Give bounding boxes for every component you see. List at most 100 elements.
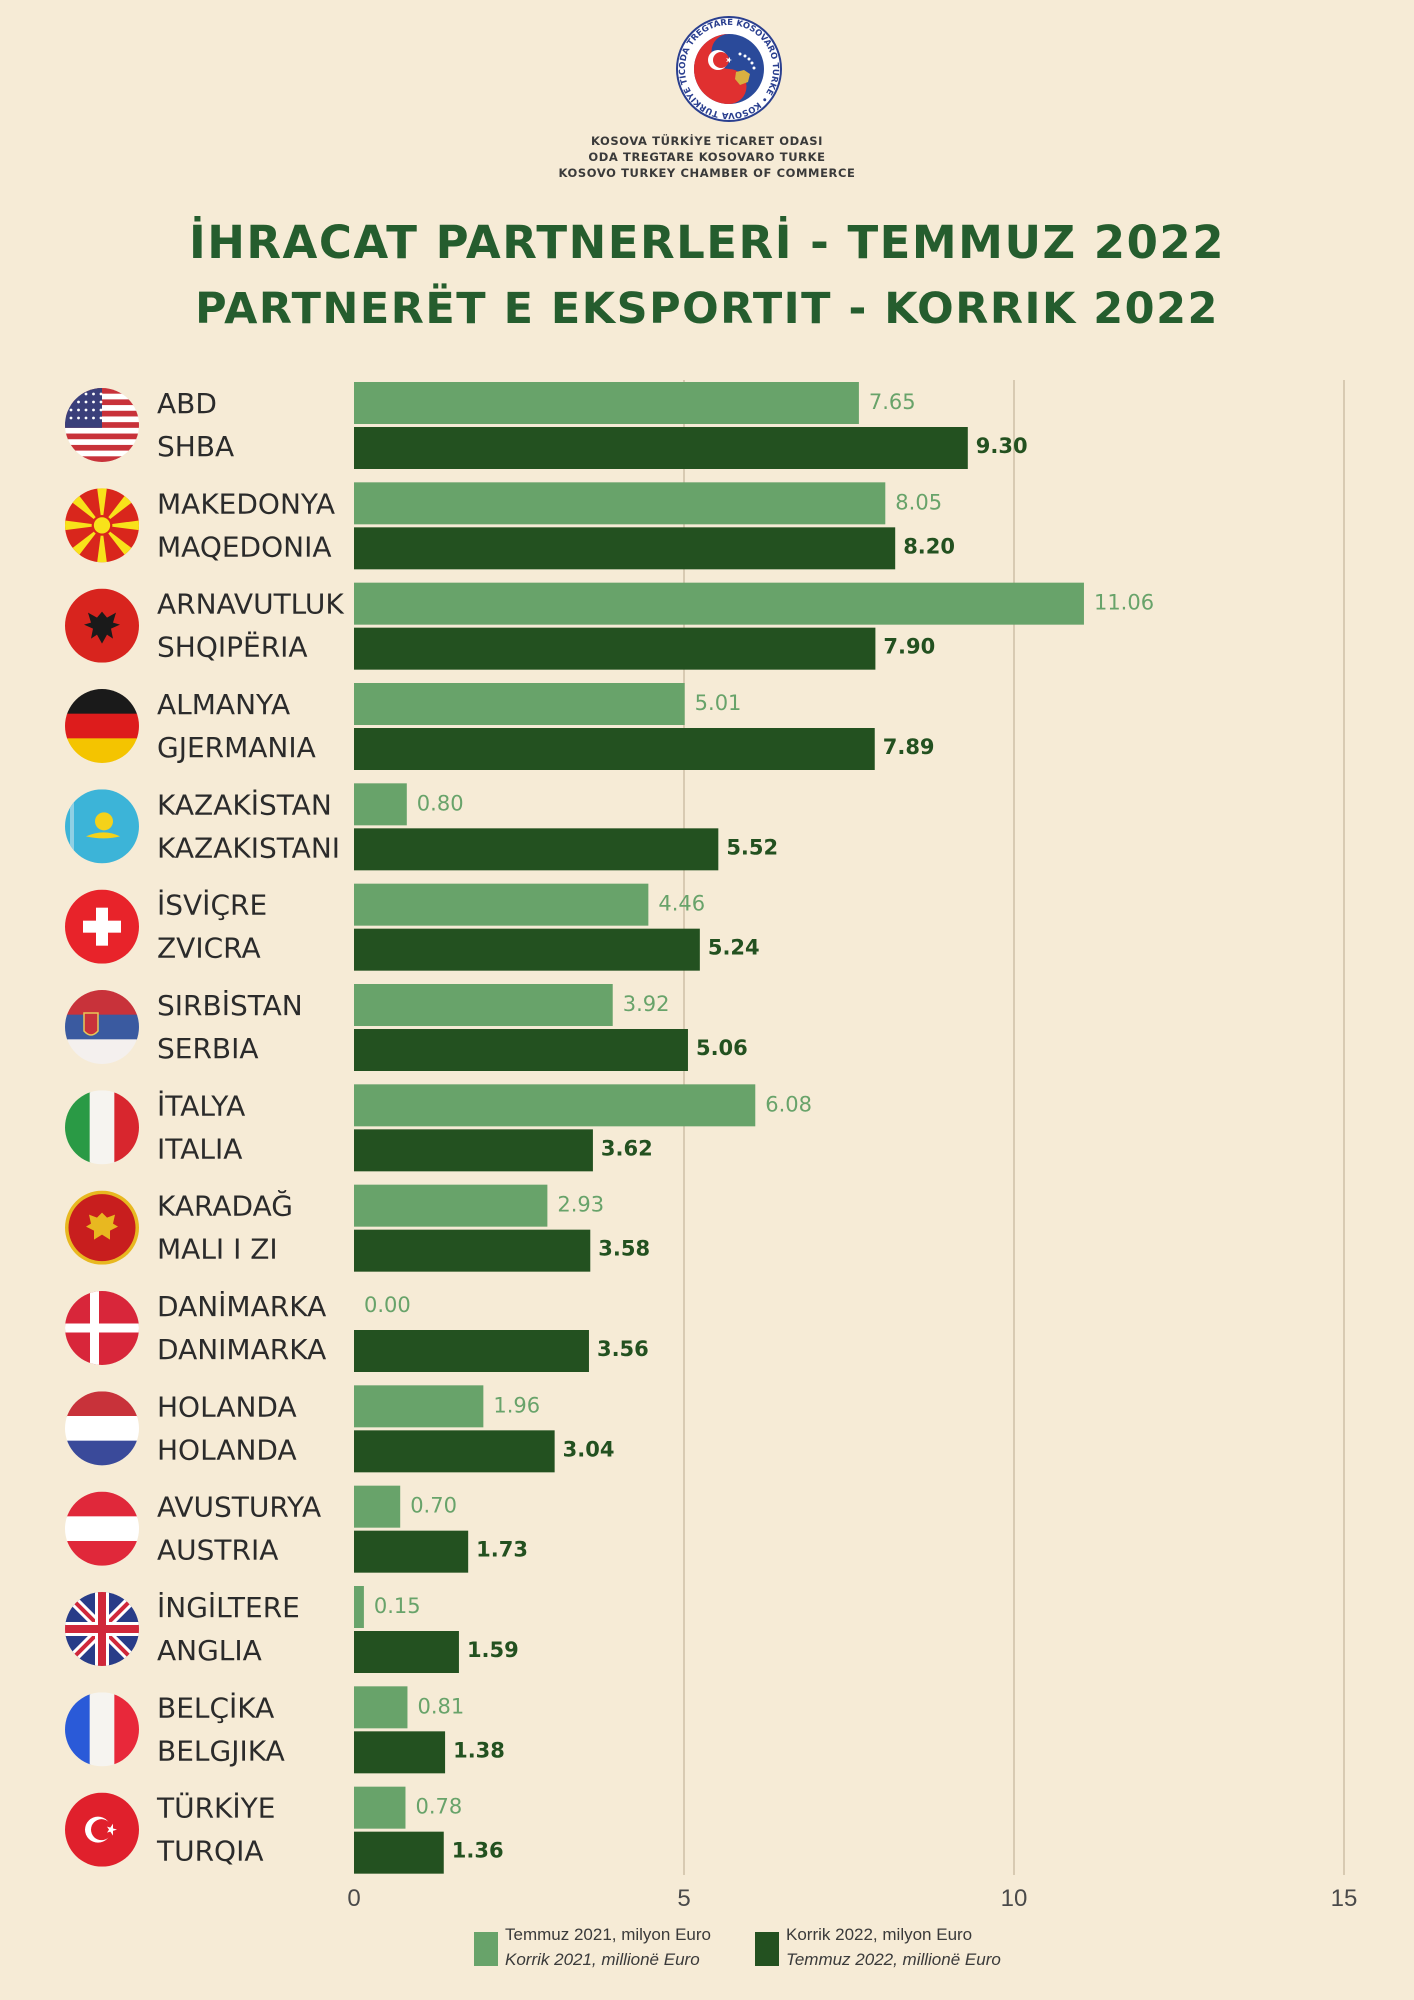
country-name-turkish: ABD xyxy=(157,387,217,420)
legend-2022-line2: Temmuz 2022, millionë Euro xyxy=(786,1950,1001,1969)
country-name-albanian: BELGJIKA xyxy=(157,1734,285,1767)
country-name-turkish: İNGİLTERE xyxy=(157,1591,300,1624)
bar-2021 xyxy=(354,582,1084,625)
albania-flag-icon xyxy=(65,588,139,663)
bar-2021 xyxy=(354,783,407,826)
value-label-2021: 0.80 xyxy=(417,791,464,815)
value-label-2021: 6.08 xyxy=(765,1092,812,1116)
x-tick-label: 10 xyxy=(1001,1885,1028,1912)
value-label-2022: 5.06 xyxy=(696,1036,748,1060)
country-name-albanian: MAQEDONIA xyxy=(157,530,332,563)
bar-2022 xyxy=(354,427,968,469)
bar-2022 xyxy=(354,928,700,971)
country-name-turkish: HOLANDA xyxy=(157,1390,297,1423)
country-name-albanian: AUSTRIA xyxy=(157,1534,278,1567)
org-name-english: KOSOVO TURKEY CHAMBER OF COMMERCE xyxy=(558,166,856,180)
value-label-2022: 3.58 xyxy=(598,1237,650,1261)
bar-2022 xyxy=(354,1831,444,1874)
bar-2022 xyxy=(354,1430,555,1473)
value-label-2022: 1.38 xyxy=(453,1738,505,1762)
bar-2021 xyxy=(354,1686,408,1729)
bar-2022 xyxy=(354,1530,469,1573)
netherlands-flag-icon xyxy=(65,1391,139,1466)
country-name-turkish: AVUSTURYA xyxy=(157,1491,321,1524)
switzerland-flag-icon xyxy=(65,889,139,964)
bar-2021 xyxy=(354,1786,406,1829)
value-label-2022: 5.24 xyxy=(708,936,760,960)
bar-2021 xyxy=(354,1184,548,1227)
country-name-albanian: TURQIA xyxy=(156,1835,264,1868)
value-label-2021: 7.65 xyxy=(869,390,916,414)
x-tick-label: 15 xyxy=(1331,1885,1358,1912)
country-name-turkish: İTALYA xyxy=(157,1089,245,1122)
legend-2021-line2: Korrik 2021, millionë Euro xyxy=(505,1950,700,1969)
bar-2022 xyxy=(354,1631,459,1673)
bar-2021 xyxy=(354,1586,364,1628)
value-label-2022: 3.04 xyxy=(563,1437,615,1461)
value-label-2021: 2.93 xyxy=(557,1193,604,1217)
bar-2022 xyxy=(354,527,896,570)
country-name-albanian: ITALIA xyxy=(157,1132,242,1165)
bar-2021 xyxy=(354,1385,484,1428)
x-tick-label: 0 xyxy=(347,1885,360,1912)
country-name-turkish: MAKEDONYA xyxy=(157,487,335,520)
austria-flag-icon xyxy=(65,1491,139,1566)
value-label-2021: 0.81 xyxy=(417,1694,464,1718)
country-name-turkish: ARNAVUTLUK xyxy=(157,588,344,621)
legend-swatch-2021 xyxy=(474,1932,498,1966)
bar-2021 xyxy=(354,1485,401,1528)
country-name-turkish: TÜRKİYE xyxy=(156,1791,275,1825)
value-label-2021: 4.46 xyxy=(658,892,705,916)
country-name-turkish: KAZAKİSTAN xyxy=(157,788,332,821)
bar-2021 xyxy=(354,482,886,525)
kazakhstan-flag-icon xyxy=(65,789,139,864)
country-name-turkish: İSVİÇRE xyxy=(157,889,267,922)
country-name-albanian: SHQIPËRIA xyxy=(157,631,308,664)
value-label-2022: 3.56 xyxy=(597,1337,649,1361)
value-label-2021: 1.96 xyxy=(493,1393,540,1417)
bar-2021 xyxy=(354,984,613,1026)
value-label-2022: 1.36 xyxy=(452,1839,504,1863)
country-name-turkish: SIRBİSTAN xyxy=(157,989,303,1022)
country-name-turkish: BELÇİKA xyxy=(157,1691,274,1724)
bar-2022 xyxy=(354,1330,589,1372)
chamber-logo: ODA TREGTARE KOSOVARO TURKE • KOSOVA TÜR… xyxy=(674,14,782,122)
usa-flag-icon xyxy=(65,388,139,462)
denmark-flag-icon xyxy=(65,1291,139,1365)
org-name-albanian: ODA TREGTARE KOSOVARO TURKE xyxy=(588,150,826,164)
value-label-2022: 7.89 xyxy=(883,735,935,759)
value-label-2022: 1.59 xyxy=(467,1638,519,1662)
value-label-2021: 3.92 xyxy=(623,992,670,1016)
france-flag-icon xyxy=(65,1692,139,1767)
value-label-2021: 11.06 xyxy=(1094,591,1154,615)
turkey-flag-icon xyxy=(65,1792,139,1867)
country-name-turkish: ALMANYA xyxy=(157,688,290,721)
value-label-2022: 7.90 xyxy=(883,635,935,659)
north-macedonia-flag-icon xyxy=(65,488,139,563)
country-name-albanian: MALI I ZI xyxy=(157,1233,278,1266)
legend-entry-2022: Korrik 2022, milyon Euro Temmuz 2022, mi… xyxy=(786,1922,1001,1972)
legend-2022-line1: Korrik 2022, milyon Euro xyxy=(786,1925,973,1944)
chart-title-turkish: İHRACAT PARTNERLERİ - TEMMUZ 2022 xyxy=(188,216,1226,269)
x-tick-label: 5 xyxy=(677,1885,690,1912)
value-label-2022: 1.73 xyxy=(476,1538,528,1562)
country-name-albanian: SHBA xyxy=(157,430,234,463)
value-label-2021: 8.05 xyxy=(895,490,942,514)
montenegro-flag-icon xyxy=(65,1190,139,1265)
country-name-albanian: KAZAKISTANI xyxy=(157,831,340,864)
bar-2022 xyxy=(354,1029,688,1071)
legend-entry-2021: Temmuz 2021, milyon Euro Korrik 2021, mi… xyxy=(505,1922,711,1972)
italy-flag-icon xyxy=(65,1090,139,1165)
value-label-2022: 3.62 xyxy=(601,1136,653,1160)
legend-swatch-2022 xyxy=(755,1932,779,1966)
bar-2021 xyxy=(354,683,685,725)
country-name-albanian: SERBIA xyxy=(157,1032,259,1065)
bar-2022 xyxy=(354,1129,593,1172)
country-name-turkish: DANİMARKA xyxy=(157,1290,326,1323)
bar-2022 xyxy=(354,828,719,871)
value-label-2021: 0.70 xyxy=(410,1494,457,1518)
bar-2021 xyxy=(354,1084,756,1127)
chart-title-albanian: PARTNERËT E EKSPORTIT - KORRIK 2022 xyxy=(195,284,1219,334)
serbia-flag-icon xyxy=(65,990,139,1064)
